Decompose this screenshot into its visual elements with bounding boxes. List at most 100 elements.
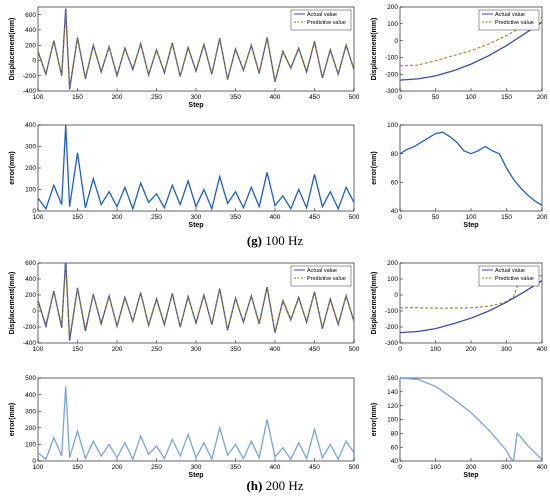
x-tick-label: 150 xyxy=(72,94,83,101)
x-tick-label: 150 xyxy=(72,346,83,353)
x-tick-label: 400 xyxy=(537,346,548,353)
x-tick-label: 150 xyxy=(72,464,83,471)
y-tick-label: 300 xyxy=(25,408,36,415)
y-tick-label: 60 xyxy=(391,180,399,187)
caption-g-tag: (g) xyxy=(246,233,262,248)
y-tick-label: -200 xyxy=(385,324,398,331)
y-tick-label: 40 xyxy=(391,458,399,465)
y-tick-label: -200 xyxy=(23,73,36,80)
y-tick-label: -300 xyxy=(385,88,398,95)
y-tick-label: 200 xyxy=(387,260,398,267)
y-tick-label: 600 xyxy=(25,12,36,19)
chart-g-right-top: 0 50 100 150 200 -300 -200 -100 0 100 200 Displacem… xyxy=(371,4,548,101)
x-tick-label: 400 xyxy=(270,214,281,221)
x-tick-label: 300 xyxy=(501,464,512,471)
x-tick-label: 250 xyxy=(151,464,162,471)
legend-label: Actual value xyxy=(495,12,525,18)
y-tick-label: 100 xyxy=(387,276,398,283)
x-tick-label: 350 xyxy=(230,346,241,353)
x-tick-label: 300 xyxy=(191,94,202,101)
y-axis-label: Displacement(mm) xyxy=(371,272,378,335)
y-axis-label: Displacement(mm) xyxy=(371,18,378,81)
y-axis-label: Displacement(mm) xyxy=(9,18,16,81)
y-tick-label: 100 xyxy=(25,442,36,449)
y-tick-label: 200 xyxy=(387,4,398,11)
y-tick-label: 80 xyxy=(391,431,399,438)
legend-box xyxy=(478,9,540,31)
x-tick-label: 500 xyxy=(349,464,360,471)
x-tick-label: 400 xyxy=(537,464,548,471)
y-tick-label: -100 xyxy=(385,308,398,315)
y-axis-label: error(mm) xyxy=(9,403,16,436)
x-tick-label: 450 xyxy=(309,346,320,353)
y-tick-label: 80 xyxy=(391,151,399,158)
x-tick-label: 50 xyxy=(432,94,440,101)
chart-h-right-top: 0 100 200 300 400 -300 -200 -100 0 100 200 Displace… xyxy=(371,260,548,353)
series-line-error xyxy=(400,131,542,206)
x-tick-label: 400 xyxy=(270,464,281,471)
x-tick-label: 100 xyxy=(33,214,44,221)
x-tick-label: 200 xyxy=(537,94,548,101)
series-line-actual-value xyxy=(400,280,542,334)
caption-h-text: 200 Hz xyxy=(262,478,304,493)
caption-h-tag: (h) xyxy=(246,478,263,493)
x-tick-label: 150 xyxy=(501,94,512,101)
y-tick-label: 0 xyxy=(32,458,36,465)
x-tick-label: 500 xyxy=(349,346,360,353)
y-tick-label: 100 xyxy=(387,417,398,424)
x-axis-label: Step xyxy=(188,222,203,229)
legend-label: Actual value xyxy=(307,12,337,18)
y-tick-label: -200 xyxy=(385,71,398,78)
chart-g-left-bottom: 100 150 200 250 300 350 400 450 5000100200300400… xyxy=(9,122,360,229)
series-line-predictive-value xyxy=(38,14,354,88)
legend-box xyxy=(290,9,352,31)
y-tick-label: 160 xyxy=(387,375,398,382)
x-tick-label: 500 xyxy=(349,94,360,101)
legend-label: Predictive value xyxy=(307,20,346,26)
x-tick-label: 200 xyxy=(112,464,123,471)
x-tick-label: 300 xyxy=(501,346,512,353)
y-tick-label: 140 xyxy=(387,389,398,396)
x-tick-label: 400 xyxy=(270,346,281,353)
x-tick-label: 100 xyxy=(466,214,477,221)
x-tick-label: 450 xyxy=(309,214,320,221)
y-tick-label: -200 xyxy=(23,324,36,331)
chart-h-right-bottom: 0 100 200 300 400 40 60 80 100 120 140 160 Step error… xyxy=(371,375,548,479)
x-tick-label: 100 xyxy=(33,94,44,101)
x-tick-label: 100 xyxy=(33,346,44,353)
y-axis-label: error(mm) xyxy=(371,151,378,184)
y-tick-label: 400 xyxy=(25,27,36,34)
x-tick-label: 350 xyxy=(230,94,241,101)
x-tick-label: 50 xyxy=(432,214,440,221)
y-tick-label: 0 xyxy=(32,208,36,215)
plot-frame xyxy=(399,377,543,462)
x-tick-label: 200 xyxy=(466,464,477,471)
legend-label: Predictive value xyxy=(495,276,534,282)
x-tick-label: 200 xyxy=(537,214,548,221)
y-tick-label: 400 xyxy=(25,392,36,399)
x-tick-label: 100 xyxy=(466,94,477,101)
plot-frame xyxy=(399,124,543,212)
x-tick-label: 200 xyxy=(112,214,123,221)
x-tick-label: 0 xyxy=(398,94,402,101)
plot-frame xyxy=(37,124,355,212)
y-tick-label: 600 xyxy=(25,260,36,267)
y-tick-label: 0 xyxy=(32,58,36,65)
y-tick-label: 200 xyxy=(25,425,36,432)
y-tick-label: 500 xyxy=(25,375,36,382)
x-tick-label: 500 xyxy=(349,214,360,221)
caption-h: (h) 200 Hz xyxy=(0,478,550,494)
y-axis-label: error(mm) xyxy=(9,151,16,184)
caption-g-text: 100 Hz xyxy=(262,233,304,248)
x-tick-label: 400 xyxy=(270,94,281,101)
x-tick-label: 200 xyxy=(112,94,123,101)
series-line-error xyxy=(38,125,354,211)
y-tick-label: 300 xyxy=(25,144,36,151)
y-tick-label: 200 xyxy=(25,42,36,49)
legend-label: Actual value xyxy=(307,268,337,274)
chart-h-left-bottom: 100 150 200 250 300 350 400 450 5000100200300400… xyxy=(9,375,360,479)
legend-label: Predictive value xyxy=(307,276,346,282)
y-tick-label: 120 xyxy=(387,403,398,410)
